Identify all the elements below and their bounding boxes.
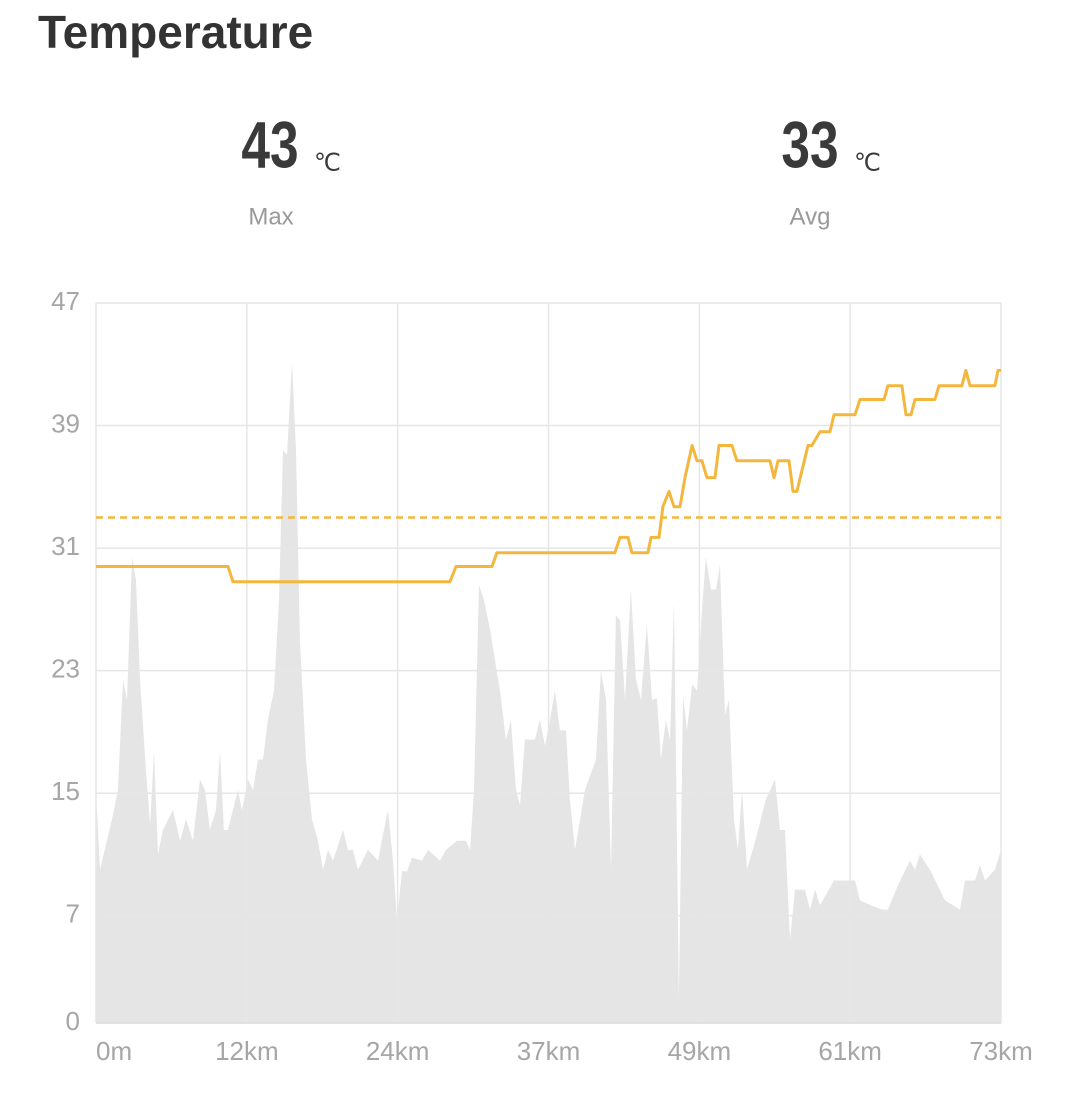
x-tick-label: 49km	[668, 1036, 732, 1066]
y-tick-label: 39	[51, 408, 80, 438]
x-tick-label: 12km	[215, 1036, 279, 1066]
title: Temperature	[38, 6, 313, 58]
stat-unit: ℃	[854, 149, 881, 176]
x-tick-label: 24km	[366, 1036, 430, 1066]
y-tick-label: 0	[66, 1006, 80, 1036]
y-tick-label: 31	[51, 531, 80, 561]
stat-unit: ℃	[314, 149, 341, 176]
stat-value: 33	[781, 107, 838, 182]
y-tick-label: 47	[51, 286, 80, 316]
stat-label: Max	[248, 203, 293, 230]
y-tick-label: 7	[66, 899, 80, 929]
x-tick-label: 37km	[517, 1036, 581, 1066]
y-tick-label: 15	[51, 776, 80, 806]
line	[96, 368, 1001, 584]
stat-max: 43	[241, 107, 298, 182]
x-tick-label: 61km	[818, 1036, 882, 1066]
stat-avg: 33	[781, 107, 838, 182]
area	[96, 362, 1001, 1023]
y-tick-label: 23	[51, 654, 80, 684]
stat-label: Avg	[790, 203, 831, 230]
x-tick-label: 0m	[96, 1036, 132, 1066]
x-tick-label: 73km	[969, 1036, 1033, 1066]
stat-value: 43	[241, 107, 298, 182]
plot: 0 7 15 23 31 39 47 0m 12km 24km 37km 49km 61km 73km	[51, 286, 1033, 1066]
